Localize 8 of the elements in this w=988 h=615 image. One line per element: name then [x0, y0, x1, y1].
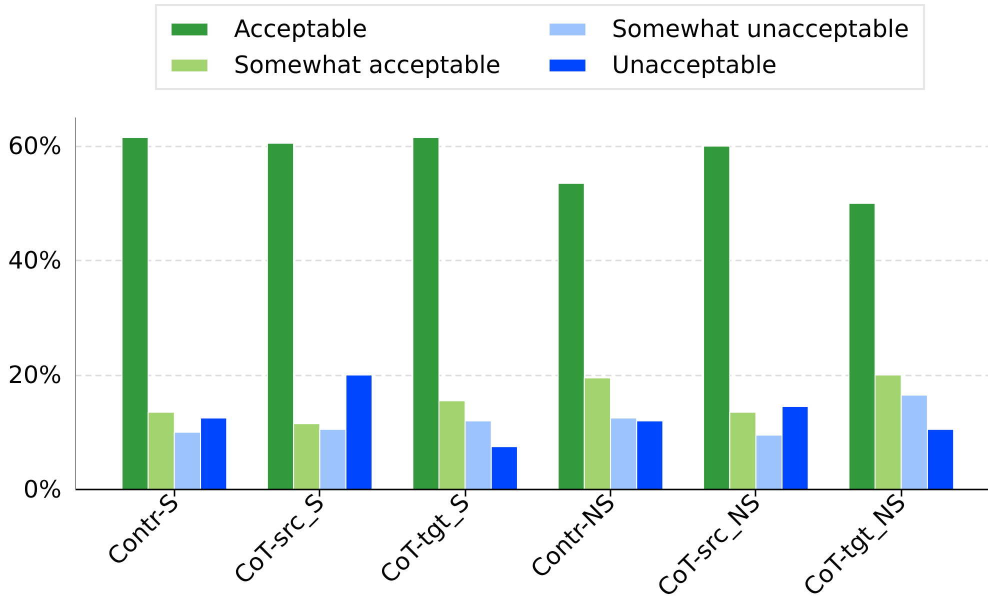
y-tick-label: 60% — [8, 132, 62, 160]
y-tick-label: 20% — [8, 361, 62, 390]
y-tick-label: 0% — [23, 476, 62, 504]
y-tick-label: 40% — [8, 246, 62, 275]
legend-label: Unacceptable — [612, 51, 778, 79]
legend-label: Somewhat acceptable — [234, 51, 502, 79]
legend-label: Acceptable — [234, 15, 368, 43]
legend-label: Somewhat unacceptable — [612, 15, 910, 43]
